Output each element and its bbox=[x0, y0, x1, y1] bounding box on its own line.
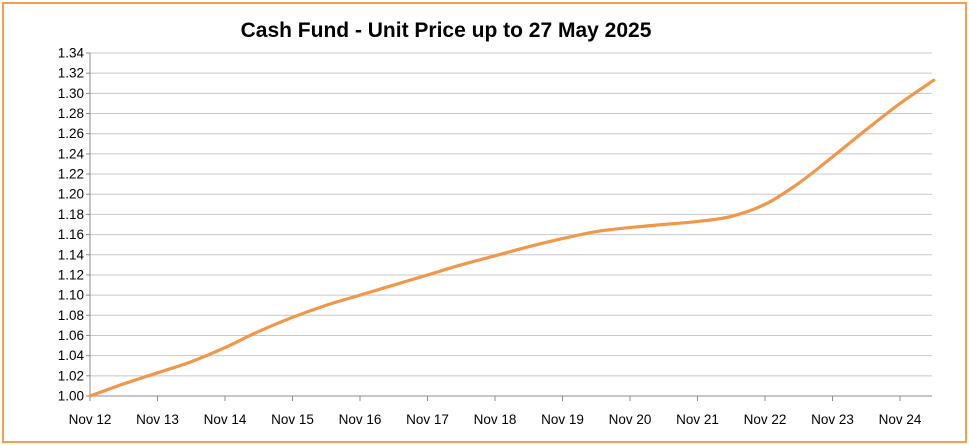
y-tick-label: 1.32 bbox=[58, 66, 84, 81]
y-tick-label: 1.10 bbox=[58, 288, 84, 303]
y-tick-label: 1.34 bbox=[58, 46, 85, 61]
y-tick-label: 1.16 bbox=[58, 227, 84, 242]
x-tick-label: Nov 14 bbox=[204, 412, 247, 427]
y-tick-label: 1.28 bbox=[58, 106, 84, 121]
y-tick-label: 1.18 bbox=[58, 207, 84, 222]
x-tick-label: Nov 21 bbox=[676, 412, 719, 427]
x-tick-label: Nov 19 bbox=[541, 412, 584, 427]
y-tick-label: 1.30 bbox=[58, 86, 84, 101]
y-tick-label: 1.24 bbox=[58, 146, 85, 161]
series-line-unit-price bbox=[88, 78, 936, 398]
y-tick-label: 1.00 bbox=[58, 389, 84, 404]
y-tick-label: 1.08 bbox=[58, 308, 84, 323]
x-tick-label: Nov 13 bbox=[136, 412, 179, 427]
x-tick-label: Nov 20 bbox=[609, 412, 652, 427]
y-tick-label: 1.14 bbox=[58, 247, 85, 262]
y-tick-label: 1.06 bbox=[58, 328, 84, 343]
x-tick-label: Nov 18 bbox=[474, 412, 517, 427]
y-tick-label: 1.20 bbox=[58, 187, 84, 202]
x-tick-label: Nov 16 bbox=[339, 412, 382, 427]
x-tick-labels: Nov 12 Nov 13 Nov 14 Nov 15 Nov 16 Nov 17 Nov … bbox=[69, 412, 922, 427]
y-tick-label: 1.04 bbox=[58, 348, 85, 363]
y-tick-label: 1.12 bbox=[58, 267, 84, 282]
x-tick-label: Nov 24 bbox=[879, 412, 922, 427]
y-tick-labels: 1.00 1.02 1.04 1.06 1.08 1.10 1.12 1.14 1.16 1.18… bbox=[58, 46, 85, 404]
gridlines bbox=[90, 52, 932, 377]
x-tick-label: Nov 17 bbox=[406, 412, 449, 427]
series-layer bbox=[88, 78, 936, 398]
chart-title: Cash Fund - Unit Price up to 27 May 2025 bbox=[241, 19, 652, 42]
x-tick-label: Nov 23 bbox=[811, 412, 854, 427]
axes bbox=[86, 52, 932, 401]
y-tick-label: 1.22 bbox=[58, 167, 84, 182]
x-tick-label: Nov 15 bbox=[271, 412, 314, 427]
x-tick-label: Nov 12 bbox=[69, 412, 112, 427]
x-tick-label: Nov 22 bbox=[744, 412, 787, 427]
y-tick-label: 1.02 bbox=[58, 368, 84, 383]
y-tick-label: 1.26 bbox=[58, 126, 84, 141]
